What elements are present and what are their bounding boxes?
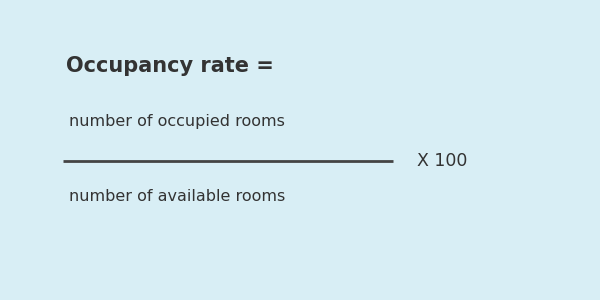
Text: X 100: X 100 bbox=[417, 152, 467, 169]
Text: Occupancy rate =: Occupancy rate = bbox=[66, 56, 274, 76]
Text: number of available rooms: number of available rooms bbox=[69, 189, 285, 204]
Text: number of occupied rooms: number of occupied rooms bbox=[69, 114, 285, 129]
